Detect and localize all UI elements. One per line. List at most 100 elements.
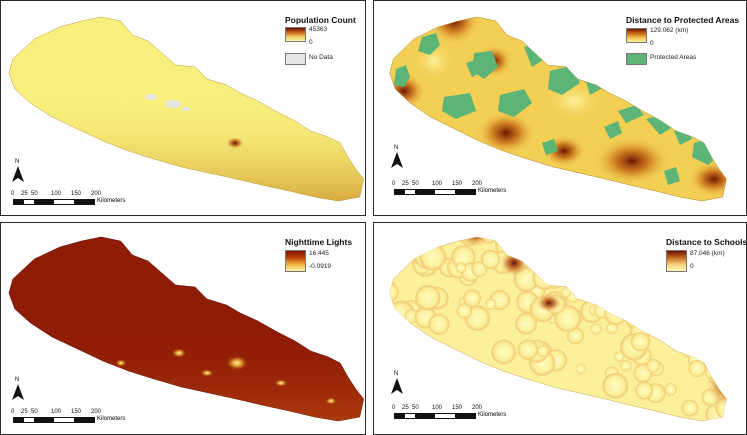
- north-arrow-icon: N: [390, 371, 404, 395]
- scale-tick-label: 0: [11, 409, 15, 415]
- scale-unit-label: Kilometers: [97, 198, 126, 204]
- school-buffer: [517, 339, 538, 360]
- scale-bar: 0 25 50 100 150 200 Kilometers: [392, 405, 506, 419]
- school-buffer: [570, 274, 591, 296]
- distance-gradient: [476, 111, 536, 155]
- school-buffer: [533, 251, 558, 276]
- distance-gradient: [535, 293, 563, 313]
- school-buffer: [575, 363, 586, 375]
- city-lights: [200, 369, 214, 377]
- map-panel-nighttime-lights: Nighttime Lights 16.445 -0.0919 N 0 25 50 1…: [0, 222, 366, 435]
- scale-bar-segments: Kilometers: [13, 416, 125, 423]
- school-buffer: [609, 297, 623, 311]
- southern-density-band: [8, 96, 364, 201]
- school-buffer: [716, 351, 727, 366]
- school-buffer: [602, 372, 629, 399]
- school-buffer: [455, 262, 467, 273]
- north-letter: N: [15, 377, 20, 383]
- school-buffer: [624, 296, 652, 324]
- legend-title: Distance to Protected Areas: [626, 15, 740, 25]
- scale-tick-label: 25: [402, 405, 409, 411]
- scale-tick-label: 100: [51, 191, 62, 197]
- school-buffer: [590, 267, 608, 285]
- scale-bar: 0 25 50 100 150 200 Kilometers: [11, 191, 125, 205]
- school-buffer: [389, 265, 392, 277]
- school-buffer: [574, 265, 598, 289]
- school-buffer: [404, 223, 423, 235]
- legend: Population Count 45363 0 No Data: [285, 15, 356, 65]
- school-buffer: [405, 237, 424, 252]
- distance-gradient: [688, 161, 727, 197]
- legend-min-value: -0.0919: [309, 263, 332, 270]
- scale-tick-label: 150: [452, 405, 463, 411]
- scale-tick-label: 0: [392, 181, 396, 187]
- legend-min-value: 0: [650, 40, 654, 47]
- city-lights: [274, 379, 288, 387]
- school-buffer: [601, 268, 621, 288]
- legend-color-ramp: [626, 28, 647, 43]
- legend-max-value: 87.046 (km): [690, 250, 725, 257]
- nodata-patch: [145, 94, 157, 100]
- map-panel-protected-areas: Distance to Protected Areas 129.062 (km)…: [373, 0, 747, 216]
- nodata-patch: [182, 107, 190, 111]
- scale-bar: 0 25 50 100 150 200 Kilometers: [392, 181, 506, 195]
- scale-bar-segments: Kilometers: [13, 198, 125, 205]
- school-buffer: [407, 237, 420, 238]
- scale-tick-label: 150: [452, 181, 463, 187]
- school-buffer: [491, 339, 516, 365]
- school-buffer: [389, 245, 394, 264]
- scale-tick-label: 200: [91, 409, 102, 415]
- legend-title: Distance to Schools: [666, 237, 747, 247]
- scale-tick-label: 200: [472, 405, 483, 411]
- legend-nodata-swatch: [285, 53, 306, 65]
- scale-tick-label: 100: [432, 181, 443, 187]
- scale-tick-label: 0: [11, 191, 15, 197]
- legend-color-ramp: [666, 250, 687, 272]
- school-buffer: [429, 223, 454, 228]
- school-buffer: [704, 332, 723, 350]
- school-buffer: [567, 327, 584, 345]
- school-buffer: [610, 284, 625, 299]
- legend-nodata-label: No Data: [309, 54, 333, 61]
- legend-color-ramp: [285, 250, 306, 272]
- legend-max-value: 16.445: [309, 250, 329, 257]
- scale-unit-label: Kilometers: [97, 416, 126, 422]
- scale-tick-label: 25: [21, 191, 28, 197]
- school-buffer: [630, 332, 651, 352]
- school-buffer: [425, 237, 442, 238]
- legend: Distance to Schools 87.046 (km) 0: [666, 237, 747, 272]
- school-buffer: [428, 313, 450, 335]
- school-buffer: [606, 322, 618, 335]
- city-lights: [325, 397, 337, 405]
- north-letter: N: [394, 371, 399, 377]
- school-buffer: [522, 240, 550, 268]
- school-buffer: [492, 237, 504, 242]
- school-buffer: [389, 237, 397, 251]
- city-lights: [115, 359, 127, 367]
- kathmandu-lights: [225, 355, 249, 371]
- scale-tick-label: 50: [412, 181, 419, 187]
- school-buffer: [480, 249, 501, 270]
- legend: Nighttime Lights 16.445 -0.0919: [285, 237, 352, 272]
- distance-gradient: [454, 237, 494, 249]
- protected-areas-map: [389, 16, 727, 202]
- scale-bar-segments: Kilometers: [394, 188, 506, 195]
- school-buffer: [614, 351, 625, 362]
- school-buffer: [485, 298, 497, 310]
- legend-protected-swatch: [626, 53, 647, 65]
- school-buffer: [532, 265, 557, 290]
- school-buffer: [473, 223, 491, 237]
- school-buffer: [646, 358, 660, 373]
- school-buffer: [625, 305, 653, 332]
- school-buffer: [662, 301, 679, 318]
- schools-map: [389, 223, 727, 422]
- school-buffer: [459, 237, 477, 238]
- scale-tick-label: 25: [402, 181, 409, 187]
- scale-tick-label: 200: [472, 181, 483, 187]
- school-buffer: [681, 399, 699, 417]
- scale-tick-label: 100: [51, 409, 62, 415]
- kathmandu-hotspot: [226, 137, 244, 149]
- school-buffer: [636, 279, 654, 297]
- north-letter: N: [15, 159, 20, 165]
- population-map: [8, 16, 364, 202]
